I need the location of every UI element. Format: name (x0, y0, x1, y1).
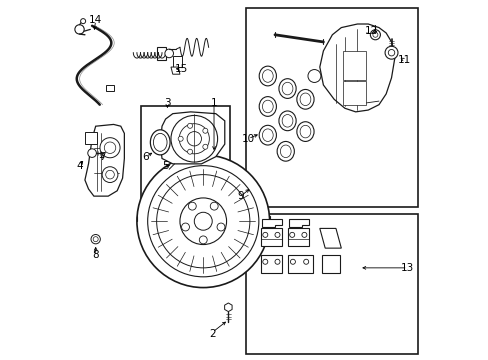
Circle shape (104, 142, 116, 153)
Ellipse shape (282, 114, 292, 127)
Circle shape (187, 132, 201, 146)
Polygon shape (171, 67, 180, 74)
Circle shape (199, 236, 207, 244)
Bar (106, 85, 114, 91)
Text: 14: 14 (89, 15, 102, 26)
Polygon shape (224, 303, 232, 312)
Text: 8: 8 (92, 250, 99, 260)
Circle shape (274, 232, 280, 237)
Polygon shape (321, 255, 339, 273)
Circle shape (387, 49, 394, 56)
Circle shape (88, 149, 96, 157)
Text: 4: 4 (76, 161, 82, 171)
Circle shape (262, 259, 267, 264)
Circle shape (100, 138, 120, 158)
Polygon shape (260, 228, 282, 246)
Ellipse shape (280, 145, 290, 158)
Polygon shape (319, 24, 394, 112)
Circle shape (194, 212, 212, 230)
Text: 2: 2 (208, 329, 215, 339)
Ellipse shape (277, 141, 294, 161)
Circle shape (75, 25, 84, 34)
Polygon shape (287, 228, 308, 246)
Polygon shape (343, 51, 366, 80)
Polygon shape (262, 220, 282, 226)
Bar (156, 47, 165, 60)
Circle shape (188, 202, 196, 210)
Circle shape (147, 166, 258, 277)
Text: 5: 5 (162, 161, 168, 171)
Text: 9: 9 (237, 191, 244, 201)
Ellipse shape (278, 79, 296, 98)
Ellipse shape (296, 122, 313, 141)
Circle shape (303, 259, 308, 264)
Circle shape (372, 32, 377, 37)
Ellipse shape (300, 93, 310, 105)
Ellipse shape (282, 82, 292, 95)
Text: 1: 1 (210, 98, 217, 108)
Circle shape (289, 232, 294, 237)
Circle shape (105, 170, 114, 179)
Text: 12: 12 (365, 26, 378, 36)
Ellipse shape (262, 70, 273, 82)
Circle shape (187, 149, 192, 154)
Circle shape (156, 175, 249, 268)
Circle shape (102, 167, 118, 183)
Ellipse shape (278, 111, 296, 131)
Circle shape (93, 237, 98, 242)
Polygon shape (287, 255, 312, 273)
Circle shape (307, 69, 320, 82)
Circle shape (91, 234, 100, 244)
Text: 3: 3 (164, 98, 170, 108)
Text: 11: 11 (397, 55, 410, 65)
Circle shape (178, 136, 183, 141)
Circle shape (81, 19, 85, 24)
Bar (172, 56, 182, 67)
Circle shape (181, 223, 189, 231)
Text: 15: 15 (175, 64, 188, 74)
Ellipse shape (262, 100, 273, 113)
Polygon shape (160, 112, 224, 164)
Ellipse shape (262, 129, 273, 141)
Ellipse shape (259, 66, 276, 86)
Circle shape (203, 144, 207, 149)
Circle shape (171, 116, 217, 162)
Circle shape (203, 128, 207, 133)
Ellipse shape (296, 89, 313, 109)
Polygon shape (85, 125, 124, 196)
Text: 6: 6 (142, 152, 149, 162)
Circle shape (369, 30, 380, 40)
Ellipse shape (300, 125, 310, 138)
Text: 13: 13 (400, 263, 413, 273)
Circle shape (179, 124, 209, 154)
Bar (246, 214, 418, 354)
Ellipse shape (153, 134, 167, 151)
Circle shape (290, 259, 295, 264)
Circle shape (217, 223, 224, 231)
Polygon shape (343, 81, 366, 105)
Ellipse shape (259, 125, 276, 145)
Circle shape (210, 202, 218, 210)
Circle shape (180, 198, 226, 244)
Circle shape (137, 155, 269, 288)
Ellipse shape (259, 96, 276, 116)
Ellipse shape (150, 130, 170, 155)
Circle shape (384, 46, 397, 59)
Polygon shape (289, 220, 308, 226)
Circle shape (187, 123, 192, 128)
Bar (140, 107, 230, 235)
Circle shape (274, 259, 280, 264)
Circle shape (164, 49, 173, 58)
Polygon shape (260, 255, 282, 273)
Polygon shape (319, 228, 341, 248)
Bar (246, 8, 418, 207)
Circle shape (301, 232, 306, 237)
Text: 10: 10 (241, 134, 254, 144)
Circle shape (262, 232, 267, 237)
Polygon shape (85, 132, 97, 144)
Text: 7: 7 (100, 152, 106, 162)
